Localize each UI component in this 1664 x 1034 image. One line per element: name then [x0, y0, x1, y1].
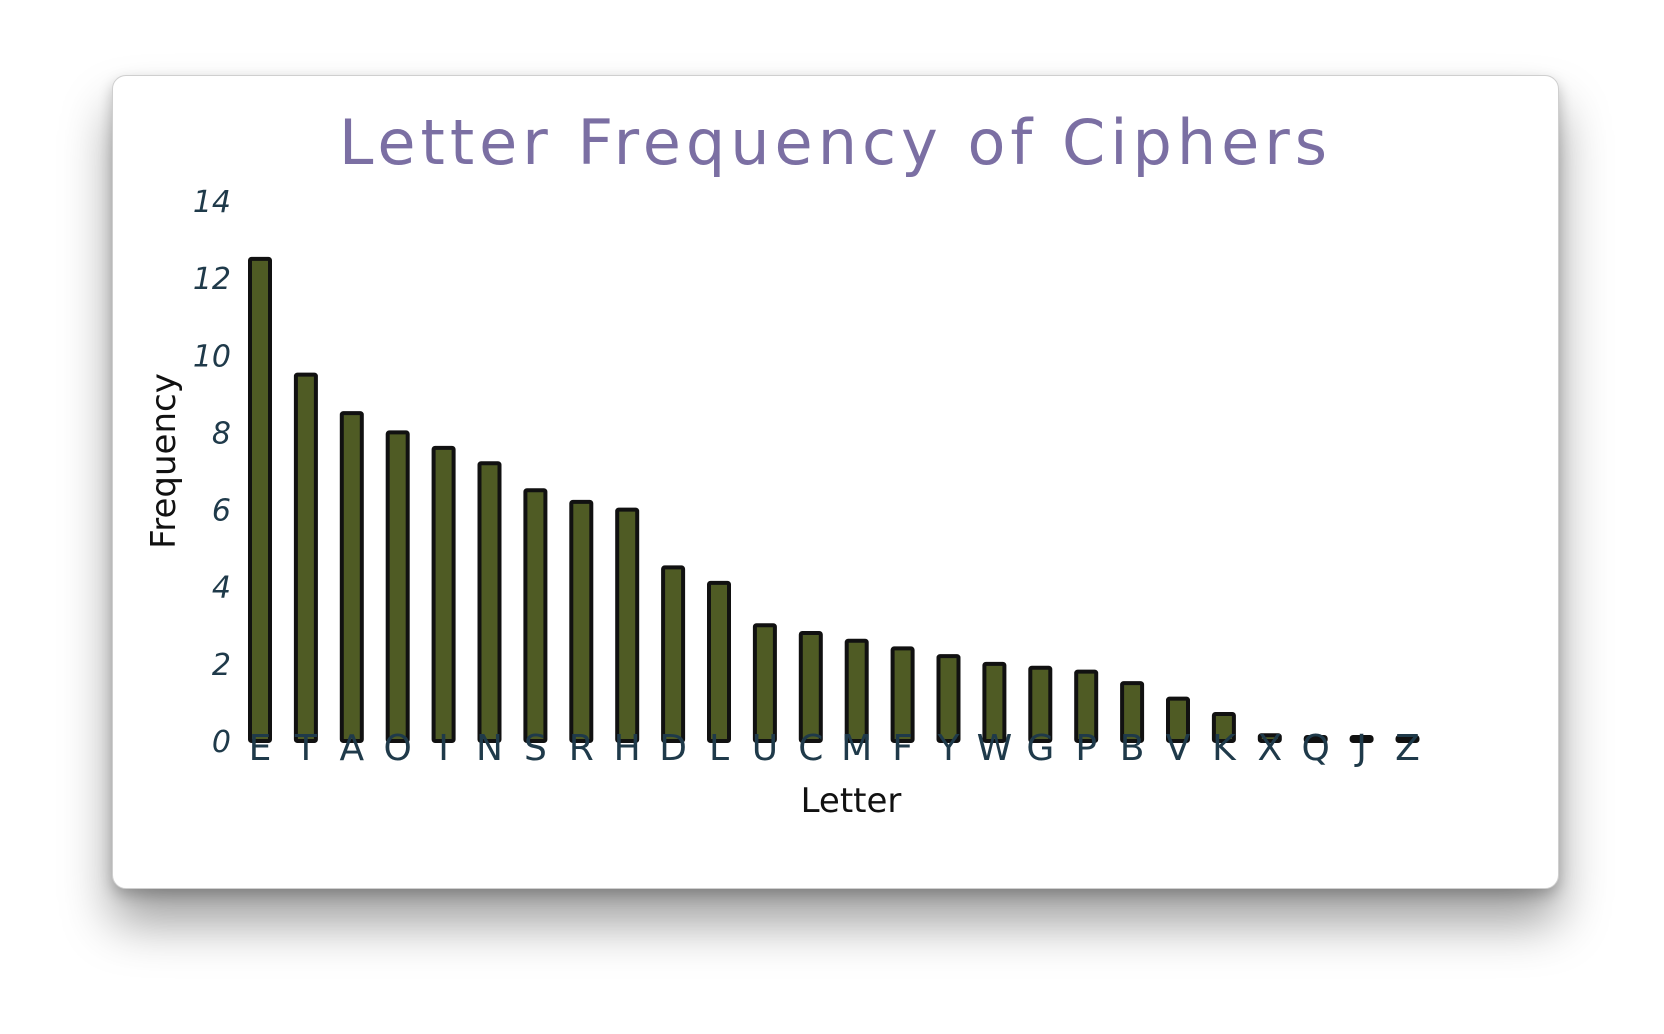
x-tick-label: Z [1395, 728, 1420, 769]
x-tick-label: N [476, 728, 503, 769]
bar-q [1303, 735, 1328, 743]
x-tick-label: I [438, 728, 449, 769]
y-tick-group: 0 2 4 6 8 10 12 14 [193, 185, 231, 760]
bar-t [293, 372, 318, 743]
bar-y [936, 654, 961, 744]
bar-v [1166, 696, 1190, 743]
bar-r [569, 499, 594, 743]
x-axis-label: Letter [801, 781, 902, 821]
x-tick-label: W [977, 728, 1013, 769]
bar-z [1395, 735, 1420, 743]
bar-p [1074, 669, 1099, 743]
bar-m [844, 638, 869, 744]
x-tick-label: Y [937, 728, 961, 769]
bar-c [798, 631, 823, 743]
y-tick-label: 6 [212, 494, 231, 529]
y-tick-label: 4 [212, 571, 231, 606]
x-tick-label: U [752, 728, 778, 769]
bar-n [477, 461, 502, 743]
x-tick-label: G [1026, 728, 1054, 769]
y-axis-label: Frequency [144, 373, 184, 549]
x-tick-label: R [569, 728, 594, 769]
bar-a [339, 411, 364, 743]
x-tick-label: Q [1302, 728, 1330, 769]
y-tick-label: 10 [193, 339, 231, 374]
bar-i [431, 445, 456, 743]
x-tick-label: O [384, 728, 412, 769]
bar-o [385, 430, 410, 743]
x-tick-label: D [659, 728, 687, 769]
bar-s [523, 488, 548, 743]
bar-g [1028, 665, 1053, 744]
bar-k [1211, 712, 1236, 743]
x-tick-label: F [892, 728, 913, 769]
bar-j [1349, 735, 1374, 743]
x-tick-label: H [614, 728, 641, 769]
bar-h [615, 507, 640, 744]
y-tick-label: 8 [212, 416, 231, 451]
x-tick-label: C [798, 728, 823, 769]
x-tick-label: A [339, 728, 364, 769]
x-tick-label: S [524, 728, 547, 769]
x-tick-label: B [1120, 728, 1145, 769]
y-tick-label: 2 [212, 648, 231, 683]
x-tick-label: K [1212, 728, 1237, 769]
y-tick-label: 12 [193, 262, 231, 297]
bar-w [982, 661, 1007, 743]
y-tick-label: 14 [193, 185, 231, 220]
x-tick-label: V [1166, 728, 1191, 769]
bar-group [248, 256, 1420, 744]
bar-l [707, 580, 731, 743]
x-tick-label: M [841, 728, 872, 769]
chart-title: Letter Frequency of Ciphers [338, 106, 1333, 179]
bar-x [1257, 733, 1282, 744]
x-tick-label: X [1257, 728, 1282, 769]
bar-d [661, 565, 686, 743]
bar-f [890, 646, 915, 744]
x-tick-label: L [709, 728, 729, 769]
chart-card: Letter Frequency of Ciphers Frequency Le… [112, 75, 1559, 889]
y-tick-label: 0 [212, 725, 231, 760]
bar-u [752, 623, 777, 743]
x-tick-label: J [1354, 728, 1367, 769]
bar-e [248, 256, 272, 743]
x-tick-label: T [294, 728, 318, 769]
x-tick-label: E [249, 728, 272, 769]
x-tick-label: P [1075, 728, 1097, 769]
bar-b [1120, 681, 1145, 744]
